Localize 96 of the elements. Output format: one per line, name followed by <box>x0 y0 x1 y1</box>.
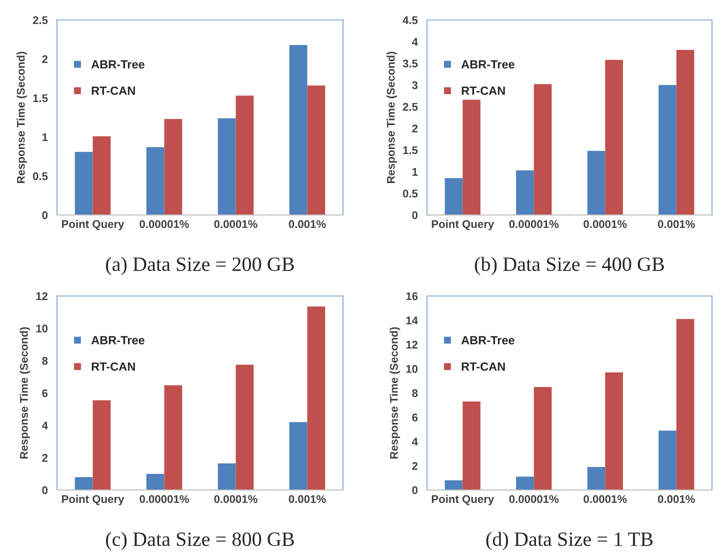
text: (d) Data Size = 1 TB <box>486 532 653 550</box>
bar <box>74 152 93 215</box>
x-tick-label: 0.0001% <box>214 495 258 504</box>
x-tick-label: 0.001% <box>658 220 695 228</box>
bar <box>146 147 164 215</box>
bar <box>462 100 480 215</box>
y-tick-label: 2 <box>42 454 48 462</box>
y-tick-label: 0 <box>412 211 418 220</box>
bar <box>289 422 308 490</box>
bar <box>164 385 182 490</box>
bar <box>307 306 326 490</box>
bar <box>587 466 606 490</box>
x-tick-label: Point Query <box>432 494 494 506</box>
y-tick-label: 10 <box>406 365 418 373</box>
bar <box>218 118 236 215</box>
bar <box>92 400 111 490</box>
y-tick-label: 8 <box>42 356 48 365</box>
y-tick-label: 0.5 <box>402 190 418 198</box>
x-tick-label: 0.00001% <box>509 220 559 228</box>
bar <box>444 178 463 215</box>
x-tick-label: 0.00001% <box>140 495 189 504</box>
bar <box>462 401 480 490</box>
y-axis-title: Response Time (Second) <box>16 52 27 184</box>
x-tick-label: 0.0001% <box>584 495 627 504</box>
bar <box>307 86 326 215</box>
y-axis-title: Response Time (Second) <box>390 327 400 459</box>
y-tick-label: 0 <box>42 211 48 220</box>
y-tick-label: 6 <box>42 389 48 398</box>
bar <box>164 119 182 215</box>
y-tick-label: 4 <box>412 438 418 446</box>
text: (c) Data Size = 800 GB <box>106 532 294 550</box>
bar <box>444 480 463 490</box>
y-tick-label: 12 <box>36 292 48 300</box>
y-tick-label: 0.5 <box>32 172 48 180</box>
y-tick-label: 1.5 <box>33 94 48 102</box>
bar <box>236 364 254 490</box>
bar <box>146 474 164 490</box>
x-tick-label: Point Query <box>432 220 494 230</box>
y-tick-label: 2 <box>42 55 48 64</box>
bar <box>676 319 694 490</box>
x-tick-label: 0.0001% <box>214 220 258 228</box>
bar <box>236 96 254 215</box>
y-tick-label: 14 <box>406 316 418 324</box>
bar <box>516 476 534 490</box>
bar <box>92 136 111 215</box>
bar <box>658 430 676 490</box>
legend-label: ABR-Tree <box>461 60 514 69</box>
x-tick-label: Point Query <box>62 494 124 506</box>
y-tick-label: 2 <box>412 462 418 470</box>
y-tick-label: 1.5 <box>403 146 418 154</box>
bar <box>605 60 623 215</box>
y-tick-label: 4 <box>42 422 48 430</box>
legend-label: RT-CAN <box>462 362 505 371</box>
bar <box>587 150 606 215</box>
legend-label: ABR-Tree <box>91 336 144 344</box>
y-tick-label: 2.5 <box>402 102 418 111</box>
x-tick-label: 0.001% <box>658 495 695 504</box>
x-tick-label: 0.00001% <box>509 495 559 504</box>
legend-label: RT-CAN <box>92 86 135 95</box>
legend-label: ABR-Tree <box>91 60 144 69</box>
y-tick-label: 16 <box>406 292 418 300</box>
legend-label: ABR-Tree <box>461 336 514 344</box>
y-tick-label: 4.5 <box>402 16 418 24</box>
y-axis-title: Response Time (Second) <box>386 52 397 184</box>
y-tick-label: 12 <box>406 340 418 349</box>
y-axis-title: Response Time (Second) <box>20 327 30 459</box>
y-tick-label: 4 <box>412 38 418 46</box>
x-tick-label: Point Query <box>62 220 124 230</box>
x-tick-label: 0.0001% <box>584 220 627 228</box>
x-tick-label: 0.00001% <box>140 220 189 228</box>
y-tick-label: 8 <box>412 389 418 398</box>
bar <box>605 372 623 490</box>
y-tick-label: 0 <box>42 486 48 494</box>
y-tick-label: 2 <box>412 124 418 132</box>
legend-label: RT-CAN <box>462 86 505 95</box>
bar <box>676 50 694 215</box>
y-tick-label: 1 <box>42 133 48 142</box>
y-tick-label: 6 <box>412 414 418 422</box>
y-tick-label: 3.5 <box>402 60 418 68</box>
bar <box>534 84 552 215</box>
y-tick-label: 2.5 <box>32 16 48 24</box>
text: (b) Data Size = 400 GB <box>474 256 664 276</box>
bar <box>289 44 308 215</box>
y-tick-label: 1 <box>412 168 418 176</box>
x-tick-label: 0.001% <box>288 495 326 504</box>
bar <box>218 463 236 490</box>
bar <box>534 386 552 490</box>
bar <box>658 85 676 215</box>
y-tick-label: 10 <box>36 324 48 332</box>
legend-label: RT-CAN <box>92 362 135 371</box>
bar <box>74 477 93 490</box>
text: (a) Data Size = 200 GB <box>106 256 294 276</box>
bar <box>516 170 534 215</box>
y-tick-label: 0 <box>412 486 418 494</box>
y-tick-label: 3 <box>412 81 418 90</box>
x-tick-label: 0.001% <box>288 220 326 228</box>
